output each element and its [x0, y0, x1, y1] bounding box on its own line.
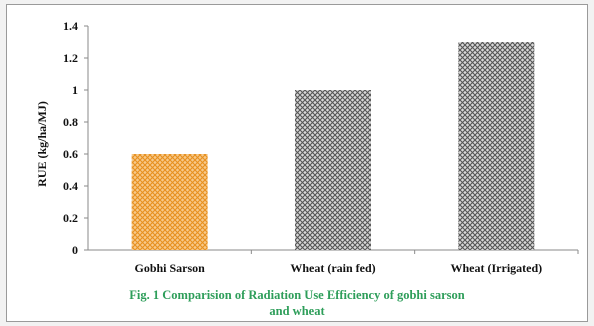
figure-caption-line-1: Fig. 1 Comparision of Radiation Use Effi…: [129, 288, 465, 302]
y-tick-label: 1.4: [63, 19, 78, 33]
y-tick-label: 1: [72, 83, 78, 97]
x-tick-label: Wheat (rain fed): [290, 261, 375, 275]
figure-caption-line-2: and wheat: [269, 304, 325, 318]
y-tick-label: 0.2: [63, 211, 78, 225]
y-tick-label: 0: [72, 243, 78, 257]
y-tick-label: 0.6: [63, 147, 78, 161]
y-tick-label: 1.2: [63, 51, 78, 65]
bar-1: [131, 154, 208, 250]
bar-3: [458, 42, 535, 250]
y-axis-title: RUE (kg/ha/MJ): [35, 101, 49, 187]
x-tick-label: Gobhi Sarson: [134, 261, 205, 275]
y-tick-label: 0.4: [63, 179, 78, 193]
x-tick-label: Wheat (Irrigated): [451, 261, 543, 275]
y-tick-label: 0.8: [63, 115, 78, 129]
bar-2: [295, 90, 371, 250]
